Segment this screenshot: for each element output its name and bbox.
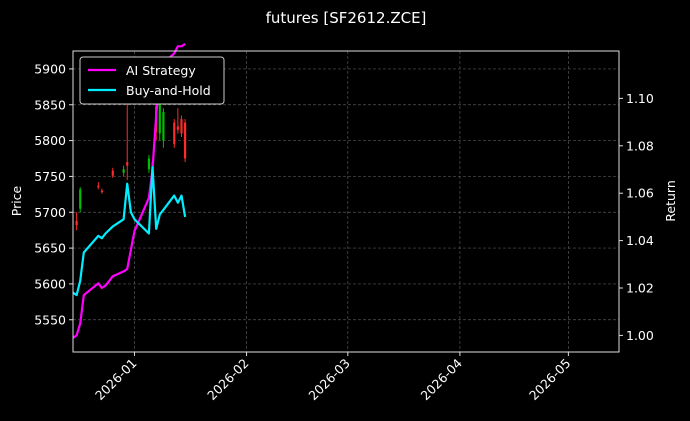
y-tick-label-left: 5650 bbox=[34, 241, 66, 256]
x-tick-label: 2026-03 bbox=[305, 356, 353, 404]
y-tick-label-left: 5600 bbox=[34, 276, 66, 291]
y-tick-label-right: 1.00 bbox=[626, 328, 654, 343]
candle-body bbox=[79, 189, 82, 209]
x-tick-label: 2026-02 bbox=[204, 356, 252, 404]
y-tick-label-left: 5900 bbox=[34, 61, 66, 76]
candle-body bbox=[126, 162, 129, 166]
y-tick-label-right: 1.02 bbox=[626, 281, 654, 296]
y-tick-label-left: 5800 bbox=[34, 133, 66, 148]
plot-frame bbox=[72, 50, 620, 353]
legend-label-buy-and-hold: Buy-and-Hold bbox=[126, 83, 211, 98]
candle-body bbox=[184, 122, 187, 159]
candle-body bbox=[75, 220, 78, 226]
candle-body bbox=[97, 185, 100, 188]
candle-body bbox=[147, 158, 151, 170]
x-tick-label: 2026-01 bbox=[92, 356, 140, 404]
legend-label-ai-strategy: AI Strategy bbox=[126, 63, 196, 78]
candle-body bbox=[100, 190, 104, 193]
series-line-buy-and-hold bbox=[72, 166, 187, 297]
y-tick-label-left: 5850 bbox=[34, 97, 66, 112]
candle-body bbox=[180, 119, 183, 134]
left-y-axis: 5550 5600 5650 5700 5750 5800 5850 5900 bbox=[34, 61, 73, 327]
y-tick-label-right: 1.06 bbox=[626, 186, 654, 201]
y-tick-label-right: 1.08 bbox=[626, 138, 654, 153]
y-tick-label-left: 5750 bbox=[34, 169, 66, 184]
x-tick-label: 2026-05 bbox=[526, 356, 574, 404]
x-tick-label: 2026-04 bbox=[417, 355, 465, 403]
y-axis-label-left: Price bbox=[9, 185, 24, 216]
candle-body bbox=[122, 169, 125, 173]
candle-body bbox=[162, 111, 165, 141]
y-axis-label-right: Return bbox=[663, 180, 678, 221]
candle-body bbox=[111, 170, 114, 176]
x-axis: 2026-01 2026-02 2026-03 2026-04 2026-05 bbox=[92, 352, 573, 403]
y-tick-label-right: 1.04 bbox=[626, 233, 654, 248]
legend-box bbox=[79, 56, 225, 105]
candle-body bbox=[176, 126, 179, 130]
candle-body bbox=[173, 122, 176, 145]
y-tick-label-right: 1.10 bbox=[626, 91, 654, 106]
right-y-axis: 1.00 1.02 1.04 1.06 1.08 1.10 bbox=[619, 91, 654, 343]
legend: AI Strategy Buy-and-Hold bbox=[79, 56, 225, 105]
chart-title: futures [SF2612.ZCE] bbox=[266, 9, 427, 27]
candle-body bbox=[158, 101, 161, 134]
y-tick-label-left: 5700 bbox=[34, 205, 66, 220]
y-tick-label-left: 5550 bbox=[34, 312, 66, 327]
